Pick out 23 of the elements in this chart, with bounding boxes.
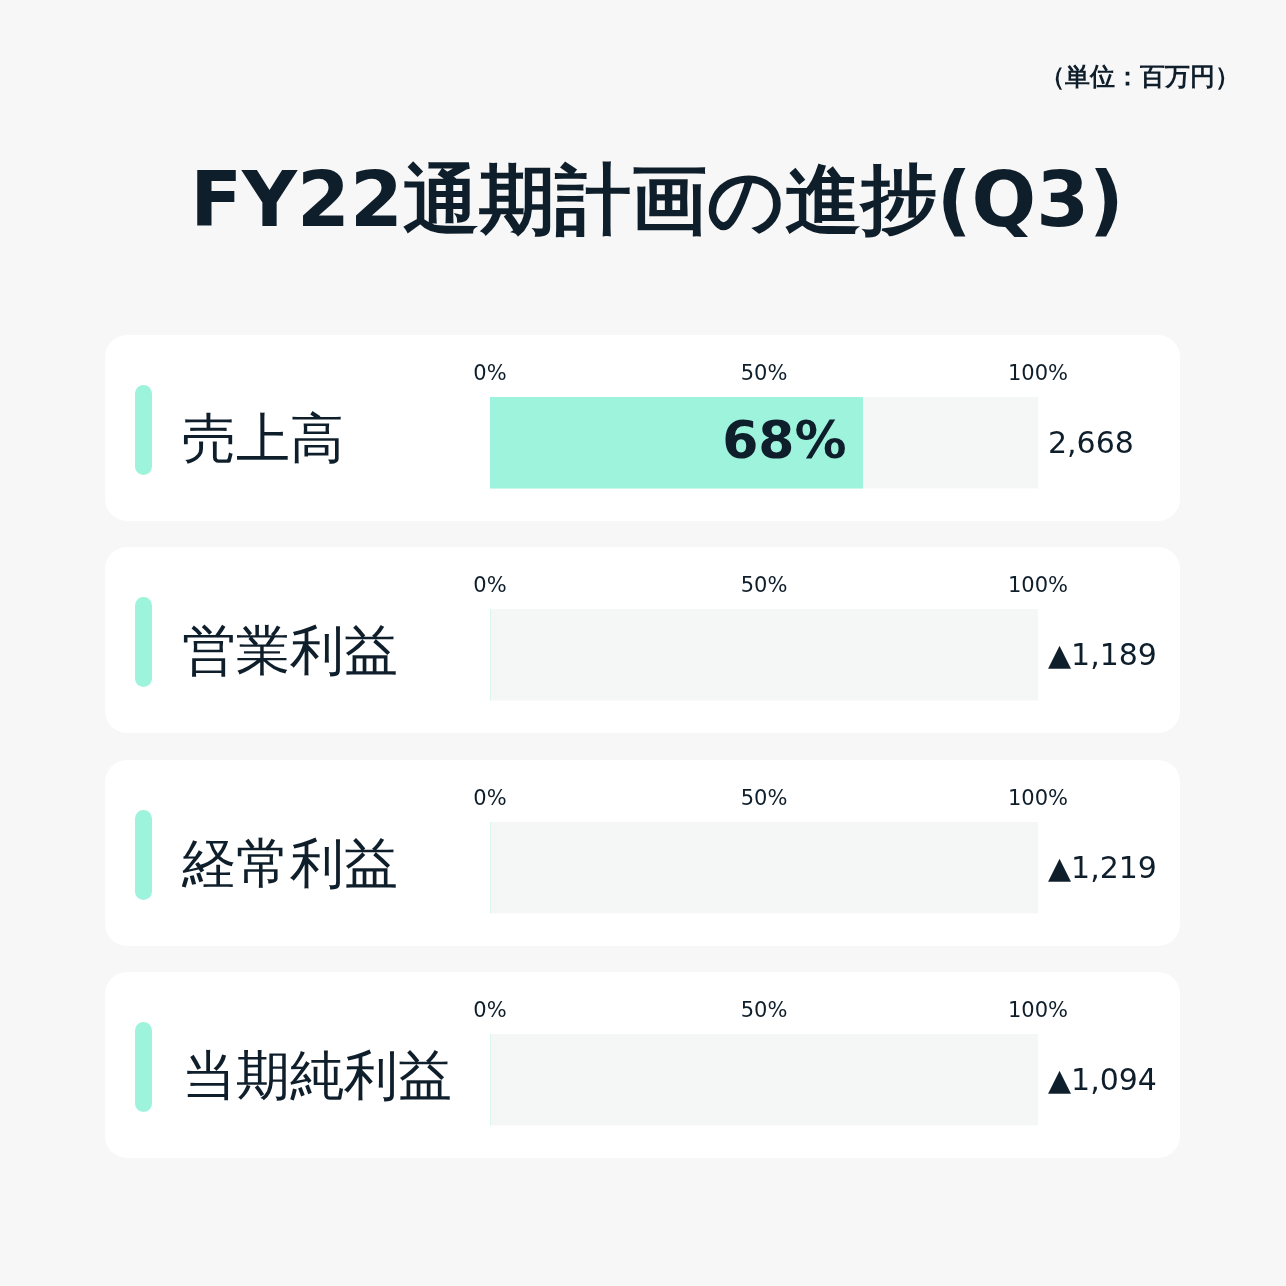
x-tick-label: 0% <box>473 360 507 385</box>
x-tick-label: 50% <box>740 785 788 810</box>
chart-title: FY22通期計画の進捗(Q3) <box>189 154 1125 246</box>
y-tick-label: 売上高 <box>182 406 344 470</box>
x-tick-label: 0% <box>473 997 507 1022</box>
y-tick-label: 経常利益 <box>181 831 398 895</box>
x-tick-label: 50% <box>740 997 788 1022</box>
y-tick-label: 営業利益 <box>182 618 398 682</box>
text: （単位：百万円） <box>1040 61 1240 93</box>
x-tick-label: 0% <box>473 572 507 597</box>
x-tick-label: 50% <box>740 572 788 597</box>
text: ▲1,219 <box>1048 849 1157 885</box>
x-tick-label: 100% <box>1007 785 1069 810</box>
x-tick-label: 0% <box>473 785 507 810</box>
x-tick-label: 50% <box>740 360 788 385</box>
text: ▲1,189 <box>1048 636 1157 672</box>
x-tick-label: 100% <box>1007 997 1069 1022</box>
data-label: 68% <box>722 410 847 471</box>
x-tick-label: 100% <box>1007 360 1069 385</box>
x-tick-label: 100% <box>1007 572 1069 597</box>
text: ▲1,094 <box>1048 1061 1157 1097</box>
y-tick-label: 当期純利益 <box>182 1043 452 1107</box>
text: 2,668 <box>1048 424 1134 460</box>
